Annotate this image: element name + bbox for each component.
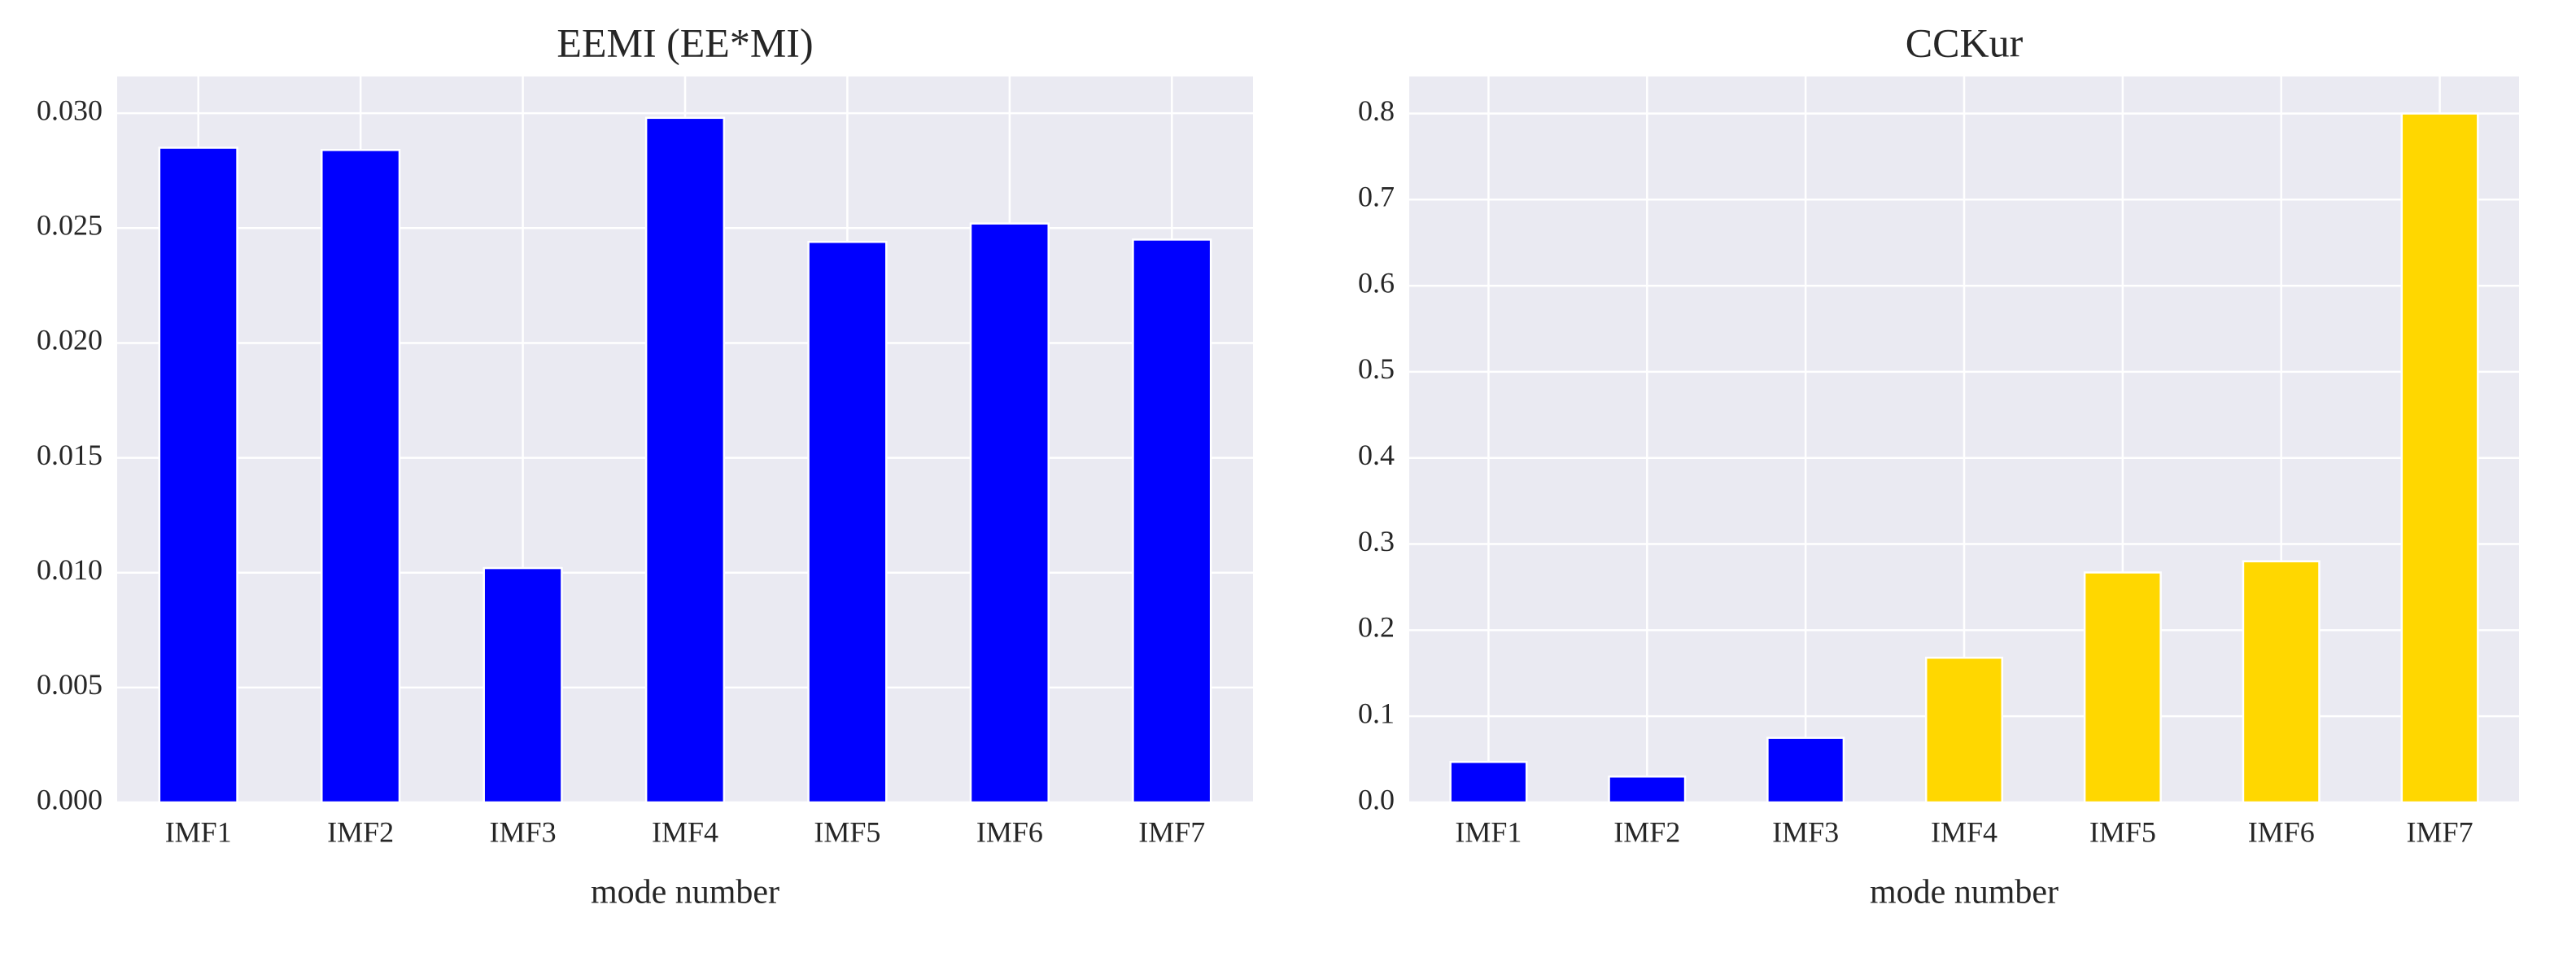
bar bbox=[2242, 560, 2321, 804]
bar bbox=[482, 566, 563, 804]
x-tick-label: IMF7 bbox=[2407, 815, 2473, 848]
x-tick-label: IMF5 bbox=[2089, 815, 2156, 848]
x-axis-label: mode number bbox=[591, 874, 779, 911]
x-tick-label: IMF2 bbox=[1613, 815, 1680, 848]
y-tick-label: 0.5 bbox=[1358, 352, 1395, 385]
y-tick-label: 0.3 bbox=[1358, 525, 1395, 557]
y-tick-label: 0.4 bbox=[1358, 439, 1395, 471]
y-tick-label: 0.6 bbox=[1358, 266, 1395, 299]
y-tick-label: 0.7 bbox=[1358, 181, 1395, 213]
x-tick-label: IMF6 bbox=[976, 815, 1043, 848]
bar bbox=[1608, 776, 1687, 804]
y-tick-label: 0.8 bbox=[1358, 94, 1395, 127]
y-tick-label: 0.010 bbox=[37, 553, 103, 586]
bar bbox=[969, 222, 1050, 804]
x-tick-label: IMF6 bbox=[2248, 815, 2315, 848]
y-tick-label: 0.020 bbox=[37, 324, 103, 356]
x-tick-label: IMF4 bbox=[652, 815, 718, 848]
bar bbox=[1449, 761, 1528, 804]
y-tick-label: 0.1 bbox=[1358, 697, 1395, 729]
y-tick-label: 0.030 bbox=[37, 94, 103, 126]
x-tick-label: IMF3 bbox=[490, 815, 557, 848]
x-axis-label: mode number bbox=[1870, 874, 2059, 911]
x-tick-label: IMF1 bbox=[1455, 815, 1522, 848]
y-tick-label: 0.025 bbox=[37, 209, 103, 242]
y-tick-label: 0.2 bbox=[1358, 611, 1395, 644]
bar bbox=[321, 149, 401, 804]
y-tick-label: 0.005 bbox=[37, 668, 103, 701]
y-tick-label: 0.0 bbox=[1358, 783, 1395, 815]
y-tick-label: 0.015 bbox=[37, 439, 103, 471]
y-tick-label: 0.000 bbox=[37, 783, 103, 815]
bar bbox=[807, 240, 888, 804]
bar bbox=[1924, 656, 2004, 804]
chart-title: CCKur bbox=[1906, 20, 2024, 65]
bar bbox=[1766, 736, 1845, 804]
x-tick-label: IMF5 bbox=[814, 815, 880, 848]
x-tick-label: IMF1 bbox=[165, 815, 232, 848]
x-tick-label: IMF3 bbox=[1772, 815, 1839, 848]
x-tick-label: IMF7 bbox=[1138, 815, 1205, 848]
bar bbox=[644, 116, 726, 804]
chart-title: EEMI (EE*MI) bbox=[557, 20, 813, 65]
x-tick-label: IMF4 bbox=[1931, 815, 1997, 848]
bar bbox=[2083, 571, 2162, 804]
x-tick-label: IMF2 bbox=[327, 815, 394, 848]
bar bbox=[1132, 238, 1212, 804]
bar bbox=[158, 146, 238, 804]
bar bbox=[2400, 112, 2479, 804]
